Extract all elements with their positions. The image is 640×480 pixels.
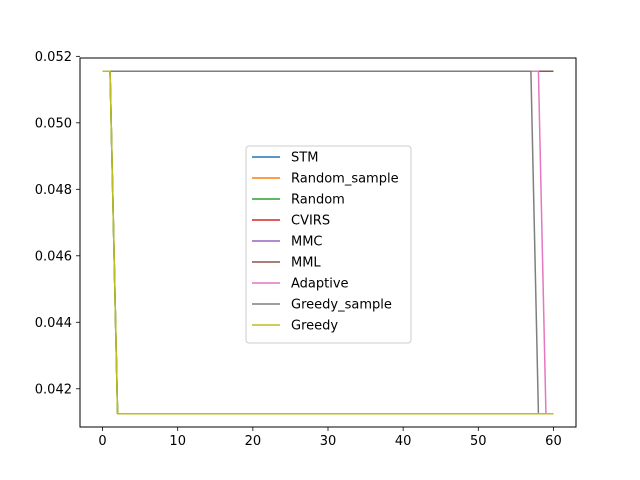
x-tick-label: 10	[169, 434, 186, 449]
y-tick-label: 0.042	[35, 382, 72, 397]
legend-label: Adaptive	[291, 277, 349, 292]
x-tick-label: 50	[470, 434, 487, 449]
x-tick-label: 40	[395, 434, 412, 449]
x-tick-label: 60	[545, 434, 562, 449]
legend-label: Greedy	[291, 319, 338, 334]
y-tick-label: 0.044	[35, 316, 72, 331]
x-axis: 0 10 20 30 40 50 60	[98, 427, 562, 449]
y-tick-label: 0.050	[35, 116, 72, 131]
x-tick-label: 20	[245, 434, 262, 449]
legend-label: MMC	[291, 235, 323, 250]
y-axis: 0.042 0.044 0.046 0.048 0.050 0.052	[35, 50, 80, 397]
legend-label: MML	[291, 256, 321, 271]
legend: STM Random_sample Random CVIRS MMC MML Adaptiv…	[245, 145, 412, 344]
legend-label: Random_sample	[291, 172, 399, 187]
legend-label: CVIRS	[291, 214, 330, 229]
legend-label: Greedy_sample	[291, 298, 392, 313]
y-tick-label: 0.048	[35, 183, 72, 198]
y-tick-label: 0.052	[35, 50, 72, 65]
legend-label: STM	[291, 151, 318, 166]
legend-box	[245, 145, 412, 344]
x-tick-label: 30	[320, 434, 337, 449]
legend-label: Random	[291, 193, 345, 208]
y-tick-label: 0.046	[35, 249, 72, 264]
series-line	[102, 70, 554, 415]
series-lines	[102, 70, 554, 415]
x-tick-label: 0	[98, 434, 106, 449]
